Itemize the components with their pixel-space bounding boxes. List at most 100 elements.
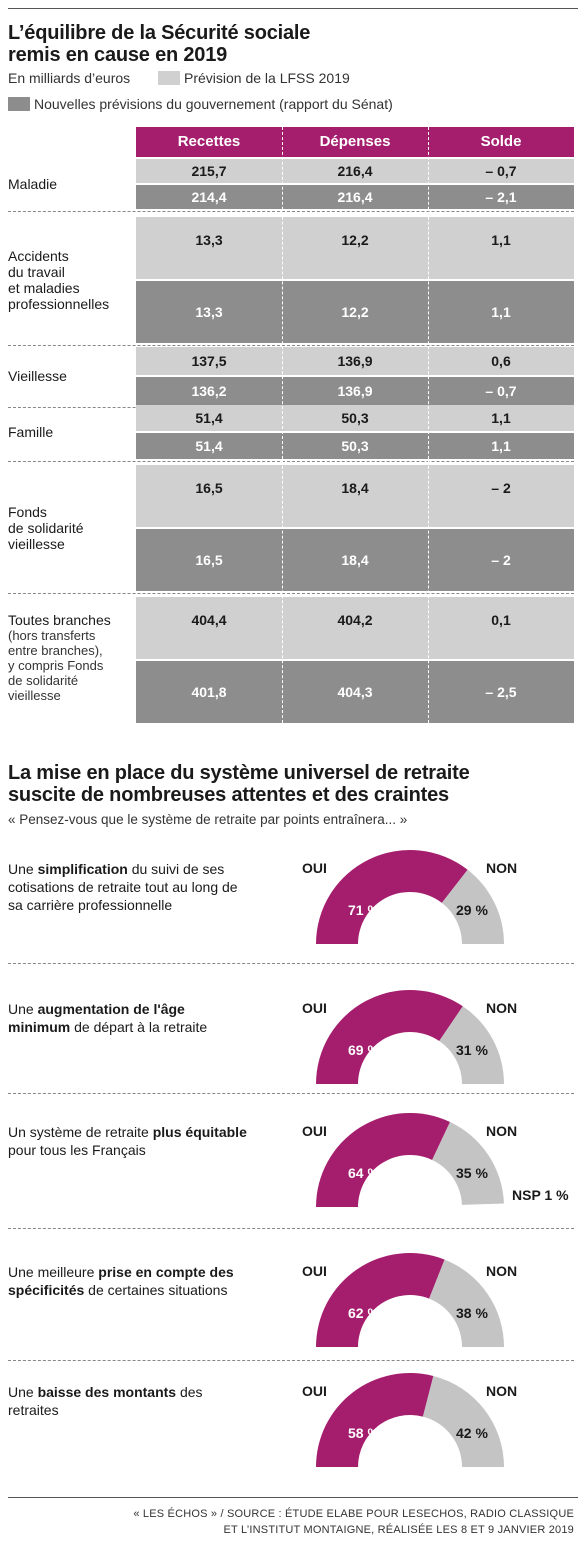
table-cell-senat: 216,4 bbox=[337, 189, 373, 205]
table-cell-senat: – 2,5 bbox=[485, 684, 517, 700]
table-cell-lfss: 18,4 bbox=[341, 480, 369, 496]
gauge-oui-segment bbox=[316, 1373, 434, 1467]
title-line-2: remis en cause en 2019 bbox=[8, 44, 228, 66]
row-label-line: Fonds bbox=[8, 504, 47, 520]
table-cell-senat: 401,8 bbox=[191, 684, 227, 700]
table-cell-senat: 13,3 bbox=[195, 304, 223, 320]
survey-title-line-1: La mise en place du système universel de… bbox=[8, 762, 470, 784]
title-line-1: L’équilibre de la Sécurité sociale bbox=[8, 22, 311, 44]
table-cell-senat: – 0,7 bbox=[485, 383, 517, 399]
row-separator bbox=[8, 345, 574, 346]
column-separator bbox=[282, 127, 283, 723]
label-text: Un système de retraite bbox=[8, 1124, 153, 1140]
table-cell-lfss: 215,7 bbox=[191, 163, 227, 179]
row-label: Accidents du travail et maladies profession… bbox=[8, 248, 109, 312]
row-bg-lfss bbox=[136, 465, 574, 527]
row-label-sub-line: de solidarité bbox=[8, 673, 79, 688]
label-text: Une bbox=[8, 1001, 38, 1017]
table-cell-senat: 136,2 bbox=[191, 383, 227, 399]
row-label-line: et maladies bbox=[8, 280, 80, 296]
survey-item-label: Une augmentation de l'âge minimum de dép… bbox=[8, 1000, 248, 1036]
survey-separator bbox=[8, 1093, 574, 1094]
label-text: du suivi de ses cotisations de retraite … bbox=[8, 861, 238, 913]
table-cell-lfss: 216,4 bbox=[337, 163, 373, 179]
row-bg-lfss bbox=[136, 597, 574, 659]
gauge-oui-segment bbox=[316, 990, 463, 1084]
row-label-sub-line: vieillesse bbox=[8, 688, 61, 703]
oui-label: OUI bbox=[302, 1123, 327, 1139]
source-line-2: ET L’INSTITUT MONTAIGNE, RÉALISÉE LES 8 … bbox=[223, 1524, 574, 1536]
table-cell-lfss: 12,2 bbox=[341, 232, 369, 248]
row-separator bbox=[8, 461, 574, 462]
non-value: 31 % bbox=[456, 1042, 488, 1058]
table-cell-lfss: 50,3 bbox=[341, 410, 369, 426]
non-label: NON bbox=[486, 1000, 518, 1016]
non-value: 42 % bbox=[456, 1425, 488, 1441]
table-cell-lfss: 13,3 bbox=[195, 232, 223, 248]
oui-value: 64 % bbox=[348, 1165, 380, 1181]
row-label-sub-line: entre branches), bbox=[8, 643, 103, 658]
table-cell-senat: – 2,1 bbox=[485, 189, 517, 205]
nsp-label: NSP 1 % bbox=[512, 1187, 569, 1203]
table-cell-lfss: 1,1 bbox=[491, 410, 511, 426]
non-label: NON bbox=[486, 860, 518, 876]
table-cell-lfss: – 0,7 bbox=[485, 163, 517, 179]
unit-label: En milliards d’euros bbox=[8, 70, 131, 86]
row-bg-senat bbox=[136, 529, 574, 591]
survey-title-line-2: suscite de nombreuses attentes et des cr… bbox=[8, 784, 449, 806]
label-emphasis: prise en compte des spécificités bbox=[8, 1264, 234, 1298]
legend-swatch-light bbox=[158, 71, 180, 85]
row-bg-lfss bbox=[136, 347, 574, 375]
survey-item-label: Une meilleure prise en compte des spécif… bbox=[8, 1263, 248, 1299]
label-emphasis: plus équitable bbox=[152, 1124, 247, 1140]
survey-item-label: Un système de retraite plus équitable po… bbox=[8, 1123, 248, 1159]
survey-item-label: Une simplification du suivi de ses cotis… bbox=[8, 860, 248, 914]
row-bg-senat bbox=[136, 281, 574, 343]
table-cell-lfss: 137,5 bbox=[191, 353, 227, 369]
label-text: Une bbox=[8, 861, 38, 877]
row-label-line: vieillesse bbox=[8, 536, 65, 552]
row-separator bbox=[8, 593, 574, 594]
gauge-non-segment bbox=[432, 1121, 504, 1206]
table-cell-senat: 50,3 bbox=[341, 438, 369, 454]
table-cell-lfss: – 2 bbox=[491, 480, 511, 496]
oui-value: 62 % bbox=[348, 1305, 380, 1321]
label-text: de certaines situations bbox=[84, 1282, 228, 1298]
row-label: Fonds de solidarité vieillesse bbox=[8, 504, 84, 552]
column-separator bbox=[428, 127, 429, 723]
table-cell-lfss: 136,9 bbox=[337, 353, 373, 369]
column-header-solde: Solde bbox=[480, 133, 522, 150]
oui-label: OUI bbox=[302, 1263, 327, 1279]
row-label-sub-line: (hors transferts bbox=[8, 628, 96, 643]
source-line-1: « LES ÉCHOS » / SOURCE : ÉTUDE ELABE POU… bbox=[133, 1508, 574, 1520]
label-text: pour tous les Français bbox=[8, 1142, 146, 1158]
gauge-non-segment bbox=[422, 1375, 504, 1467]
table-cell-lfss: 16,5 bbox=[195, 480, 223, 496]
table-cell-lfss: 1,1 bbox=[491, 232, 511, 248]
page-title: L’équilibre de la Sécurité sociale remis… bbox=[8, 22, 310, 66]
label-text: de départ à la retraite bbox=[70, 1019, 208, 1035]
table-cell-lfss: 0,6 bbox=[491, 353, 511, 369]
survey-title: La mise en place du système universel de… bbox=[8, 762, 470, 806]
gauge-chart: 71 % 29 % bbox=[316, 850, 504, 944]
row-label-line: Famille bbox=[8, 424, 54, 440]
row-label-line: du travail bbox=[8, 264, 65, 280]
row-label-line: professionnelles bbox=[8, 296, 110, 312]
non-value: 38 % bbox=[456, 1305, 488, 1321]
oui-label: OUI bbox=[302, 1383, 327, 1399]
survey-separator bbox=[8, 963, 574, 964]
legend-senat-label: Nouvelles prévisions du gouvernement (ra… bbox=[34, 96, 393, 112]
row-label: Vieillesse bbox=[8, 368, 67, 384]
row-label-sub-line: y compris Fonds bbox=[8, 658, 104, 673]
row-bg-senat bbox=[136, 661, 574, 723]
table-cell-senat: 18,4 bbox=[341, 552, 369, 568]
row-bg-senat bbox=[136, 185, 574, 209]
row-label: Famille bbox=[8, 424, 53, 440]
gauge-chart: 64 % 35 % bbox=[316, 1113, 505, 1208]
gauge-oui-segment bbox=[316, 1253, 445, 1347]
table-cell-lfss: 404,4 bbox=[191, 612, 227, 628]
gauge-oui-segment bbox=[316, 850, 468, 944]
table-header: Recettes Dépenses Solde bbox=[136, 127, 574, 157]
label-emphasis: simplification bbox=[37, 861, 128, 877]
oui-value: 69 % bbox=[348, 1042, 380, 1058]
